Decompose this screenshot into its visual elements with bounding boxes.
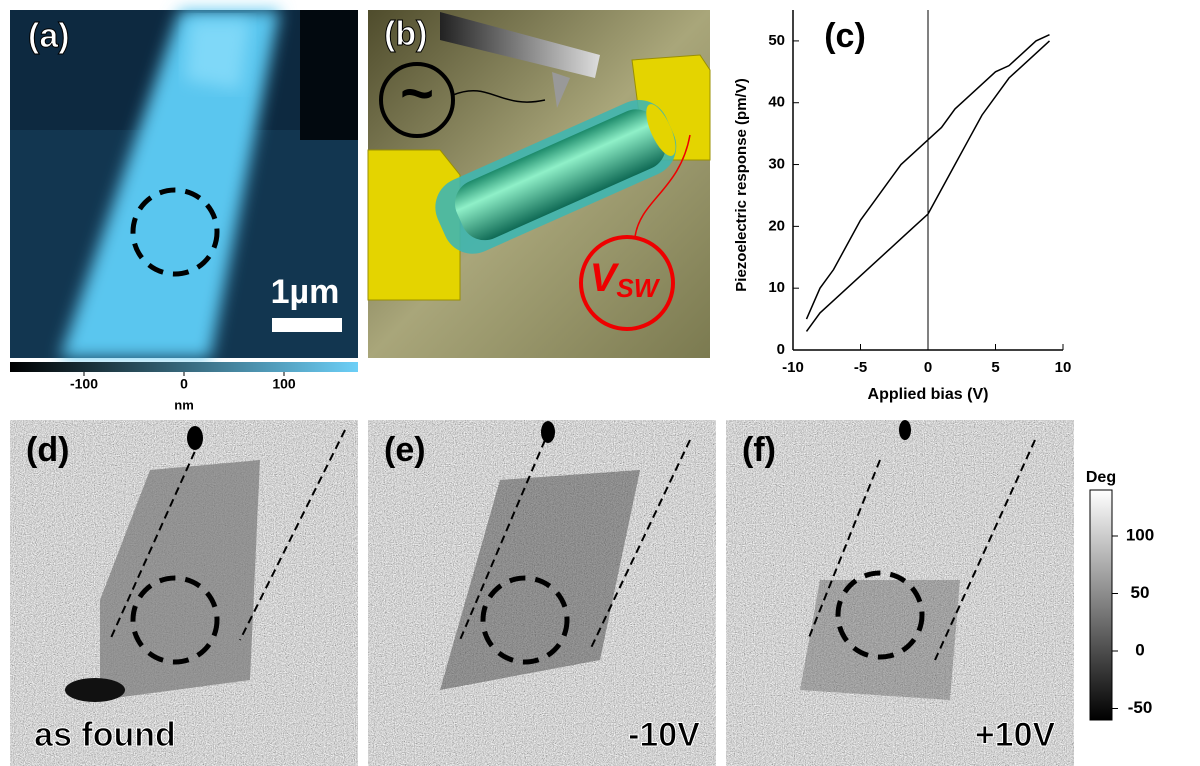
panel-a: (a) 1µm (10, 10, 358, 358)
tick-label: -100 (70, 376, 98, 392)
panel-caption: as found (34, 716, 176, 754)
colorbar-axis: nm -100 0 100 (70, 372, 296, 412)
panel-label: (d) (26, 431, 69, 469)
panel-label: (e) (384, 431, 426, 469)
y-tick-label: 10 (768, 279, 785, 296)
y-tick-label: 30 (768, 156, 785, 173)
panel-caption: +10V (975, 716, 1056, 754)
y-tick-label: 50 (768, 32, 785, 49)
panel-b: (b) ~ VSW (368, 10, 710, 358)
tick-label: 50 (1131, 583, 1150, 602)
tick-label: 100 (272, 376, 296, 392)
panel-label: (b) (384, 15, 427, 53)
colorbar-label: nm (174, 397, 194, 412)
x-tick-label: 5 (991, 359, 999, 376)
x-tick-label: -10 (782, 359, 804, 376)
colorbar-label: Deg (1086, 469, 1116, 486)
colorbar (10, 362, 358, 372)
chart-title: (c) (824, 17, 866, 55)
y-axis-label: Piezoelectric response (pm/V) (733, 78, 750, 291)
tick-label: -50 (1128, 698, 1153, 717)
x-tick-label: -5 (854, 359, 867, 376)
tick-label: 100 (1126, 525, 1154, 544)
panel-f: (f) +10V (726, 420, 1074, 766)
panel-caption: -10V (628, 716, 700, 754)
x-tick-label: 10 (1055, 359, 1072, 376)
y-tick-label: 0 (777, 341, 785, 358)
panel-d: (d) as found (10, 420, 358, 766)
voltage-main: V (590, 256, 620, 300)
panel-label: (f) (742, 431, 776, 469)
y-tick-label: 20 (768, 217, 785, 234)
colorbar (1090, 490, 1112, 720)
tick-label: 0 (180, 376, 188, 392)
panel-label: (a) (28, 17, 70, 55)
x-tick-label: 0 (924, 359, 932, 376)
figure: (a) 1µm nm -1000100 (b) ~ VSW (c) Applie… (0, 0, 1200, 766)
panel-e: (e) -10V (368, 420, 716, 766)
scale-bar-label: 1µm (271, 273, 340, 311)
voltage-sub: SW (616, 273, 660, 303)
y-tick-label: 40 (768, 94, 785, 111)
tick-label: 0 (1135, 640, 1144, 659)
signal-symbol: ~ (400, 61, 434, 126)
x-axis-label: Applied bias (V) (868, 386, 989, 403)
chart: (c) Applied bias (V) Piezoelectric respo… (733, 10, 1071, 403)
